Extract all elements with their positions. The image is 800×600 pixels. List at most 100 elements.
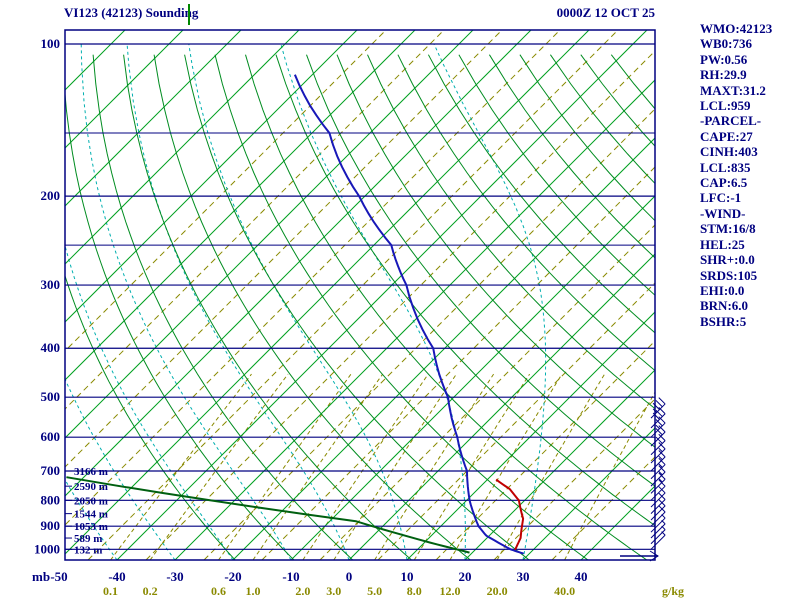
pressure-label: 900 bbox=[41, 518, 61, 533]
stats-panel: WMO:42123 WB0:736 PW:0.56 RH:29.9 MAXT:31.2 L… bbox=[700, 21, 772, 329]
mixing-ratio-label: 12.0 bbox=[439, 584, 460, 598]
isotherm bbox=[65, 30, 184, 149]
stats-line: LCL:835 bbox=[700, 159, 751, 175]
dry-adiabat bbox=[245, 54, 648, 560]
wind-barb-flag bbox=[658, 406, 666, 415]
height-label: 132 m bbox=[74, 544, 102, 556]
dry-adiabat bbox=[92, 54, 354, 560]
wind-barb-staff bbox=[650, 529, 666, 545]
dry-adiabat bbox=[336, 54, 655, 448]
wind-barb-flag bbox=[658, 457, 666, 465]
stats-line: CAP:6.5 bbox=[700, 175, 748, 191]
isotherm bbox=[65, 30, 358, 323]
dry-adiabat bbox=[458, 54, 655, 296]
dashed-isotherms bbox=[65, 30, 655, 560]
stats-line: -PARCEL- bbox=[700, 113, 762, 129]
mixing-ratio-axis-labels: 0.1 0.2 0.6 1.0 2.0 3.0 5.0 8.0 12.0 20.0 40.0 g/kg bbox=[103, 584, 684, 598]
dry-adiabat bbox=[367, 54, 655, 410]
temp-tick-label: 20 bbox=[459, 569, 472, 584]
pressure-unit-label: mb bbox=[32, 569, 50, 584]
sounding-profiles bbox=[66, 74, 525, 555]
dashed-isotherm bbox=[435, 340, 655, 560]
wind-barb-half bbox=[658, 455, 663, 461]
pressure-label: 300 bbox=[41, 277, 61, 292]
wind-barb-half bbox=[652, 408, 658, 413]
isotherm bbox=[65, 30, 416, 381]
height-label: 2590 m bbox=[74, 481, 108, 493]
isotherm bbox=[406, 311, 655, 560]
isotherm bbox=[174, 79, 655, 560]
wind-barb-staff bbox=[650, 517, 666, 533]
mixing-ratio-line bbox=[413, 373, 531, 560]
moist-adiabat bbox=[65, 478, 118, 560]
stats-line: CINH:403 bbox=[700, 144, 758, 160]
wind-barb-flag bbox=[655, 428, 663, 436]
stats-line: BRN:6.0 bbox=[700, 298, 749, 314]
pressure-label: 100 bbox=[41, 36, 61, 51]
stats-line: EHI:0.0 bbox=[700, 282, 745, 298]
wind-barb-flag bbox=[658, 465, 666, 473]
dashed-isotherm bbox=[493, 398, 655, 560]
wind-barb-flag bbox=[658, 472, 666, 480]
isotherms bbox=[65, 30, 655, 560]
mixing-ratio-line bbox=[564, 391, 655, 560]
dry-adiabat bbox=[214, 54, 589, 560]
wind-barb-flag bbox=[658, 425, 666, 433]
wind-barb-staff bbox=[650, 492, 666, 508]
dashed-isotherm bbox=[65, 30, 445, 410]
wind-barb-staff bbox=[650, 505, 666, 521]
mixing-ratio-label: 40.0 bbox=[554, 584, 575, 598]
parcel-line bbox=[495, 478, 525, 552]
wind-barb-flag bbox=[655, 436, 663, 444]
stats-line: RH:29.9 bbox=[700, 67, 747, 83]
mixing-ratio-line bbox=[110, 373, 252, 560]
isotherm bbox=[290, 195, 655, 560]
title-marker bbox=[188, 4, 190, 25]
wind-barb-staff bbox=[650, 523, 666, 539]
temp-tick-label: 0 bbox=[346, 569, 353, 584]
wind-barb-flag bbox=[652, 412, 660, 420]
mixing-ratio-line bbox=[252, 373, 384, 560]
dry-adiabat bbox=[488, 54, 655, 259]
dashed-isotherm bbox=[87, 30, 619, 560]
stats-line: STM:16/8 bbox=[700, 221, 756, 237]
height-label: 1544 m bbox=[74, 509, 108, 521]
moist-adiabat bbox=[433, 43, 547, 560]
dry-adiabat bbox=[65, 274, 236, 560]
chart-datetime: 0000Z 12 OCT 25 bbox=[556, 5, 655, 20]
height-label: 3166 m bbox=[74, 466, 108, 478]
wind-barb-flag bbox=[658, 416, 666, 424]
mixing-ratio-label: 0.2 bbox=[143, 584, 158, 598]
mixing-ratio-label: 2.0 bbox=[295, 584, 310, 598]
stats-line: WMO:42123 bbox=[700, 21, 773, 36]
wind-barb-staff bbox=[650, 534, 666, 550]
chart-title: VI123 (42123) Sounding bbox=[64, 5, 199, 20]
dry-adiabats bbox=[65, 54, 655, 560]
stats-line: -WIND- bbox=[700, 205, 746, 221]
mixing-ratio-lines bbox=[110, 373, 655, 560]
dry-adiabat bbox=[65, 88, 295, 560]
wind-barb-half bbox=[658, 447, 663, 453]
mixing-ratio-label: 20.0 bbox=[487, 584, 508, 598]
wind-barb-staff bbox=[650, 499, 666, 514]
mixing-unit-label: g/kg bbox=[662, 584, 684, 598]
wind-barb-half bbox=[655, 424, 660, 430]
wind-barb-staff bbox=[650, 403, 666, 419]
stats-line: LFC:-1 bbox=[700, 190, 742, 206]
temp-tick-label: -50 bbox=[50, 569, 67, 584]
moist-adiabat bbox=[0, 44, 1, 560]
stats-line: SRDS:105 bbox=[700, 267, 758, 283]
pressure-label: 200 bbox=[41, 188, 61, 203]
dashed-isotherm bbox=[65, 30, 561, 526]
stats-line: PW:0.56 bbox=[700, 51, 748, 67]
wind-barb-staff bbox=[650, 511, 666, 527]
wind-barbs bbox=[650, 397, 666, 550]
pressure-label: 800 bbox=[41, 492, 61, 507]
dry-adiabat bbox=[306, 54, 655, 487]
mixing-ratio-line bbox=[333, 373, 457, 560]
dashed-isotherm bbox=[261, 166, 655, 560]
pressure-axis-labels: 100 200 300 400 500 600 700 800 900 1000 mb bbox=[32, 36, 60, 584]
moist-adiabat bbox=[0, 44, 59, 560]
stats-line: LCL:959 bbox=[700, 98, 751, 114]
